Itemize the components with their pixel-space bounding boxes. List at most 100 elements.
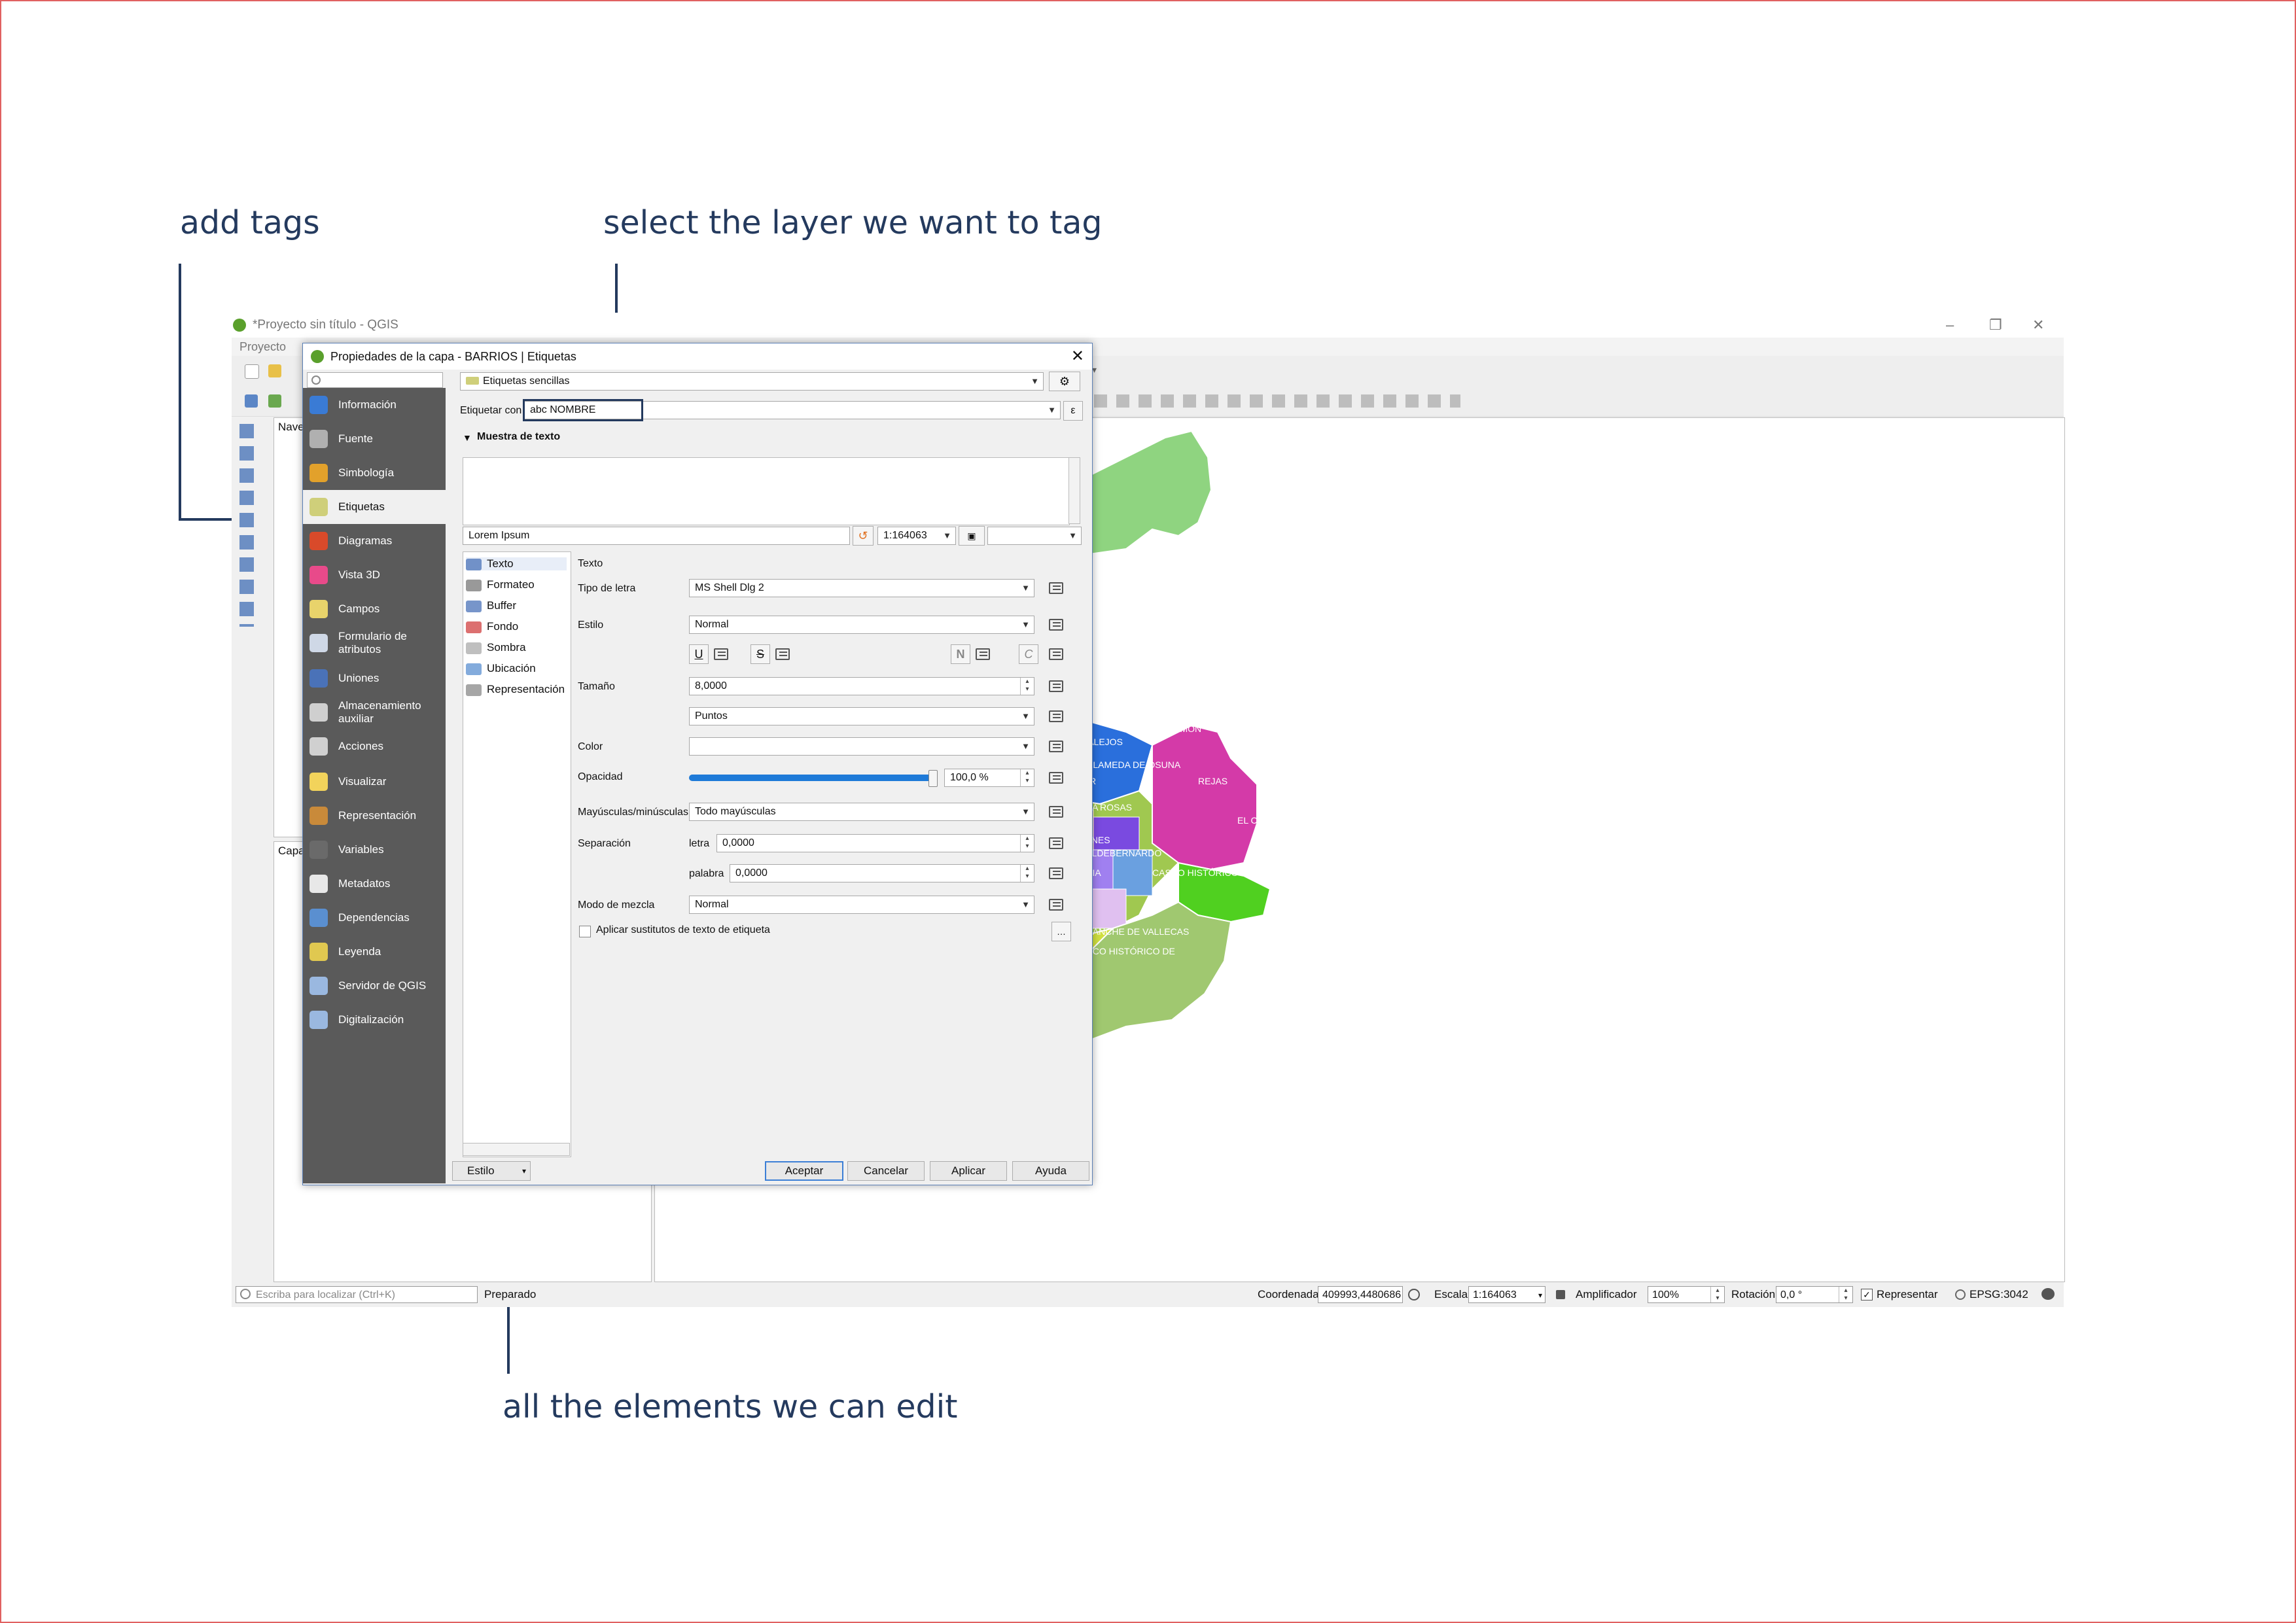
rule-settings-button[interactable]: ⚙ — [1049, 372, 1080, 391]
help-button[interactable]: Ayuda — [1012, 1161, 1089, 1181]
sidebar-item[interactable]: Almacenamiento auxiliar — [303, 695, 446, 729]
sidebar-item[interactable]: Uniones — [303, 661, 446, 695]
subtab-item[interactable]: Formateo — [466, 578, 535, 591]
sidebar-item[interactable]: Información — [303, 388, 446, 422]
messages-icon[interactable] — [2041, 1288, 2055, 1300]
subtab-item[interactable]: Ubicación — [466, 662, 536, 675]
data-defined-override-icon[interactable] — [1046, 708, 1066, 725]
sidebar-item[interactable]: Servidor de QGIS — [303, 969, 446, 1003]
preview-scrollbar[interactable] — [1069, 457, 1080, 524]
data-defined-override-icon[interactable] — [973, 646, 993, 663]
sidebar-item[interactable]: Etiquetas — [303, 490, 446, 524]
spinner-icon[interactable]: ▴ ▾ — [1020, 865, 1034, 882]
subtab-item[interactable]: Fondo — [466, 620, 518, 633]
strikeout-button[interactable]: S — [751, 644, 770, 664]
opacity-spinbox[interactable]: 100,0 % ▴ ▾ — [944, 769, 1034, 787]
font-combo[interactable]: MS Shell Dlg 2 ▼ — [689, 579, 1034, 597]
data-defined-override-icon[interactable] — [1046, 646, 1066, 663]
magnifier-spinbox[interactable]: 100% ▴ ▾ — [1648, 1286, 1725, 1303]
word-spacing-spinbox[interactable]: 0,0000 ▴ ▾ — [730, 864, 1034, 882]
collapse-arrow-icon[interactable]: ▼ — [463, 432, 472, 443]
maximize-icon[interactable]: ❐ — [1989, 317, 2002, 333]
sidebar-search-input[interactable] — [307, 372, 443, 388]
sidebar-item[interactable]: Representación — [303, 799, 446, 833]
scale-combo[interactable]: 1:164063 ▾ — [1468, 1286, 1545, 1303]
labeling-mode-combo[interactable]: Etiquetas sencillas ▼ — [460, 372, 1044, 391]
spinner-icon[interactable]: ▴ ▾ — [1020, 769, 1034, 786]
subtab-item[interactable]: Buffer — [466, 599, 516, 612]
expression-button[interactable]: ε — [1063, 401, 1083, 421]
sidebar-item[interactable]: Leyenda — [303, 935, 446, 969]
spinner-icon[interactable]: ▴ ▾ — [1710, 1287, 1724, 1302]
render-checkbox[interactable]: ✓ — [1861, 1289, 1873, 1300]
underline-button[interactable]: U — [689, 644, 709, 664]
apply-button[interactable]: Aplicar — [930, 1161, 1007, 1181]
size-unit-combo[interactable]: Puntos ▼ — [689, 707, 1034, 725]
add-layer-icon[interactable] — [245, 394, 258, 408]
data-defined-override-icon[interactable] — [1046, 769, 1066, 786]
close-icon[interactable]: ✕ — [2032, 317, 2045, 333]
style-menu-button[interactable]: Estilo ▾ — [452, 1161, 531, 1181]
sidebar-item[interactable]: Metadatos — [303, 867, 446, 901]
data-defined-override-icon[interactable] — [773, 646, 792, 663]
color-button[interactable]: ▼ — [689, 737, 1034, 756]
reset-sample-icon[interactable]: ↺ — [853, 526, 874, 546]
lock-icon[interactable] — [1556, 1290, 1565, 1299]
sidebar-item[interactable]: Simbología — [303, 456, 446, 490]
ok-button[interactable]: Aceptar — [765, 1161, 843, 1181]
blend-mode-combo[interactable]: Normal ▼ — [689, 896, 1034, 914]
globe-icon[interactable] — [1955, 1289, 1966, 1300]
opacity-slider-track[interactable] — [689, 775, 932, 781]
italic-button[interactable]: C — [1019, 644, 1038, 664]
epsg-button[interactable]: EPSG:3042 — [1969, 1288, 2028, 1300]
menu-proyecto[interactable]: Proyecto — [239, 340, 287, 353]
sidebar-item[interactable]: Diagramas — [303, 524, 446, 558]
data-defined-override-icon[interactable] — [1046, 738, 1066, 755]
data-defined-override-icon[interactable] — [711, 646, 731, 663]
add-vector-icon[interactable] — [268, 394, 281, 408]
cancel-button[interactable]: Cancelar — [847, 1161, 925, 1181]
data-defined-override-icon[interactable] — [1046, 678, 1066, 695]
data-defined-override-icon[interactable] — [1046, 835, 1066, 852]
toolbar-dropdown-icon[interactable]: ▾ — [1092, 364, 1097, 375]
size-spinbox[interactable]: 8,0000 ▴ ▾ — [689, 677, 1034, 695]
sidebar-item[interactable]: Campos — [303, 592, 446, 626]
opacity-slider-handle[interactable] — [928, 770, 938, 787]
subtab-item[interactable]: Sombra — [466, 641, 526, 654]
subtab-item[interactable]: Representación — [466, 683, 565, 696]
sidebar-item[interactable]: Acciones — [303, 729, 446, 763]
data-defined-override-icon[interactable] — [1046, 865, 1066, 882]
subtabs-hscrollbar[interactable] — [463, 1143, 570, 1156]
preview-background-combo[interactable]: ▼ — [987, 527, 1082, 545]
substitutes-edit-button[interactable]: … — [1051, 922, 1071, 941]
caps-combo[interactable]: Todo mayúsculas ▼ — [689, 803, 1034, 821]
new-project-icon[interactable] — [245, 364, 259, 379]
sidebar-item[interactable]: Visualizar — [303, 765, 446, 799]
map-scale-button[interactable]: ▣ — [959, 526, 985, 546]
locate-search-input[interactable]: Escriba para localizar (Ctrl+K) — [236, 1286, 478, 1303]
bold-button[interactable]: N — [951, 644, 970, 664]
sample-text-input[interactable]: Lorem Ipsum — [463, 527, 850, 545]
sidebar-item[interactable]: Variables — [303, 833, 446, 867]
spinner-icon[interactable]: ▴ ▾ — [1020, 835, 1034, 852]
data-defined-override-icon[interactable] — [1046, 580, 1066, 597]
open-project-icon[interactable] — [268, 364, 281, 377]
spinner-icon[interactable]: ▴ ▾ — [1020, 678, 1034, 695]
data-defined-override-icon[interactable] — [1046, 803, 1066, 820]
data-defined-override-icon[interactable] — [1046, 896, 1066, 913]
data-defined-override-icon[interactable] — [1046, 616, 1066, 633]
preview-scale-combo[interactable]: 1:164063 ▼ — [877, 527, 956, 545]
substitutes-checkbox[interactable] — [579, 926, 591, 937]
sidebar-item[interactable]: Formulario de atributos — [303, 626, 446, 660]
rotation-spinbox[interactable]: 0,0 ° ▴ ▾ — [1776, 1286, 1853, 1303]
subtab-item[interactable]: Texto — [466, 557, 567, 570]
letter-spacing-spinbox[interactable]: 0,0000 ▴ ▾ — [716, 834, 1034, 852]
minimize-icon[interactable]: – — [1946, 317, 1954, 333]
sidebar-item[interactable]: Fuente — [303, 422, 446, 456]
label-with-combo[interactable]: abc NOMBRE ▼ — [524, 401, 1061, 419]
style-combo[interactable]: Normal ▼ — [689, 616, 1034, 634]
spinner-icon[interactable]: ▴ ▾ — [1839, 1287, 1852, 1302]
sidebar-item[interactable]: Digitalización — [303, 1003, 446, 1037]
sidebar-item[interactable]: Vista 3D — [303, 558, 446, 592]
coordinate-field[interactable]: 409993,4480686 — [1318, 1286, 1403, 1303]
